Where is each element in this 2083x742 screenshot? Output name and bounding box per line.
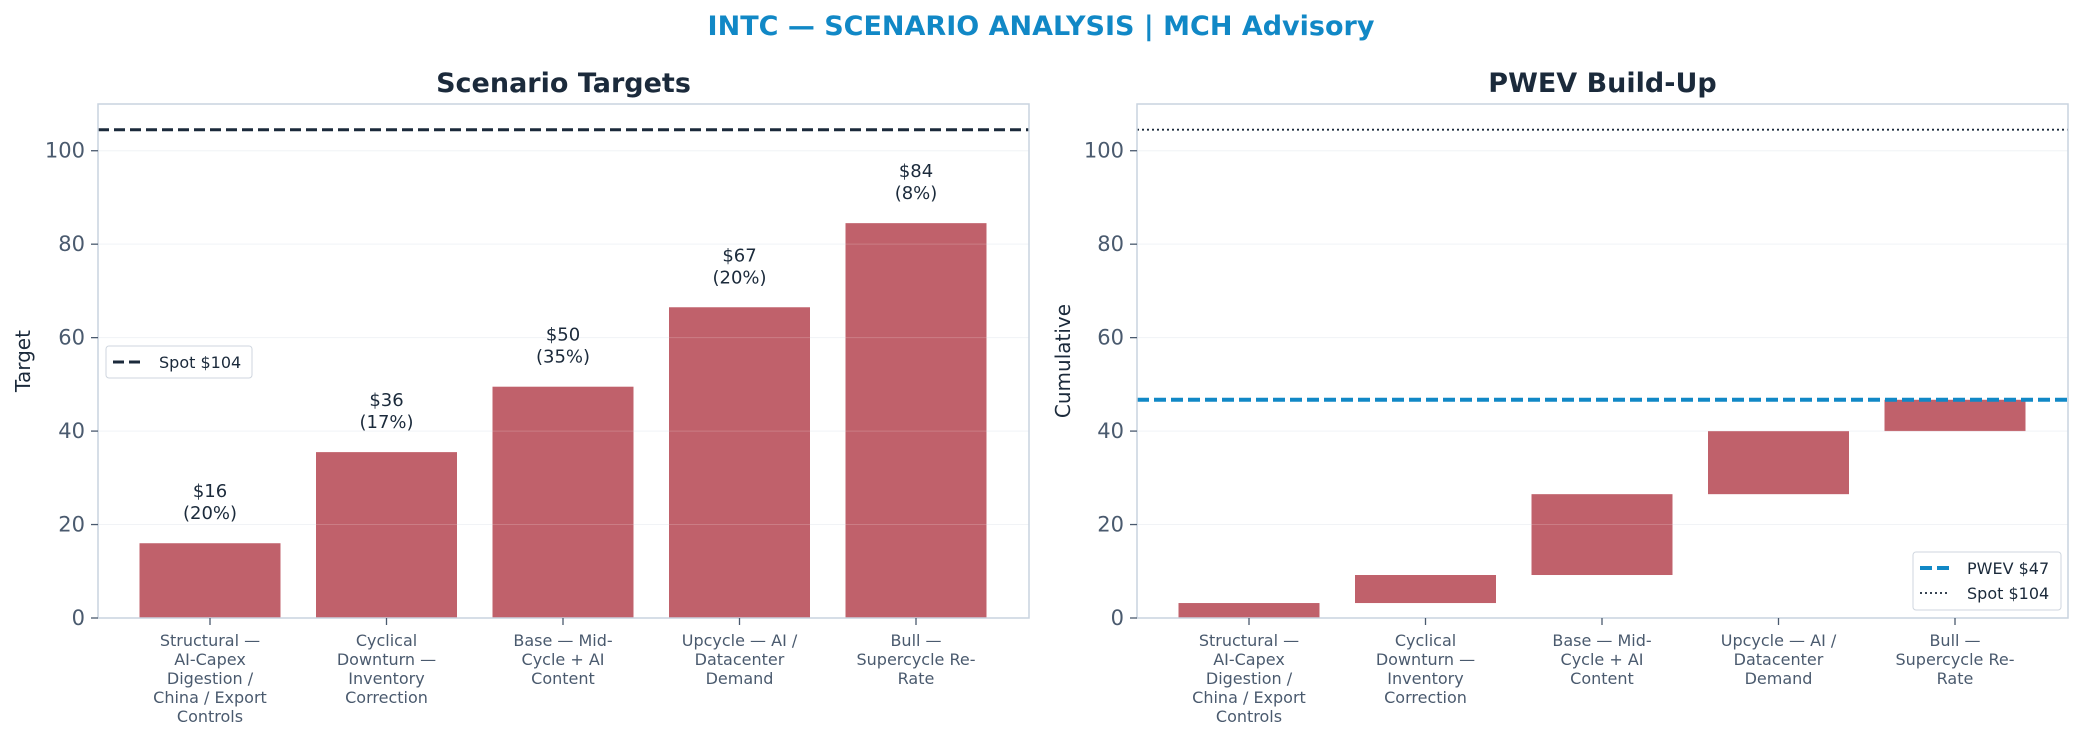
x-tick-label: Inventory <box>348 669 424 688</box>
bar-value-label: $50 <box>546 325 580 346</box>
legend-entry-spot: Spot $104 <box>1967 584 2049 603</box>
bar <box>492 386 634 618</box>
y-tick-label: 40 <box>1097 419 1124 443</box>
bar <box>1884 399 2026 432</box>
panel-title: PWEV Build-Up <box>1488 68 1716 99</box>
x-tick-label: Controls <box>177 707 243 726</box>
bar <box>669 307 810 618</box>
x-tick-label: Correction <box>345 688 428 707</box>
x-tick-label: Supercycle Re- <box>1896 650 2015 669</box>
y-axis-label: Cumulative <box>1051 304 1075 418</box>
bar-value-label: (8%) <box>895 183 938 204</box>
x-tick-label: China / Export <box>1192 688 1306 707</box>
x-tick-label: Demand <box>706 669 774 688</box>
y-tick-label: 100 <box>45 139 85 163</box>
legend-entry-pwev: PWEV $47 <box>1967 559 2049 578</box>
x-tick-label: Controls <box>1216 707 1282 726</box>
chart-panel-2: 0 20 40 60 80 100 Structural —AI-CapexDigestio… <box>1051 68 2069 726</box>
legend-entry-spot: Spot $104 <box>159 353 241 372</box>
x-tick-label: Demand <box>1745 669 1813 688</box>
y-tick-label: 80 <box>1097 232 1124 256</box>
bar <box>1531 494 1673 576</box>
bar-value-label: $16 <box>193 481 227 502</box>
panel-title: Scenario Targets <box>436 68 691 99</box>
bar-value-label: (20%) <box>183 503 237 524</box>
x-tick-label: Downturn — <box>337 650 436 669</box>
x-tick-label: Datacenter <box>695 650 785 669</box>
x-tick-label: Upcycle — AI / <box>1721 631 1837 650</box>
x-tick-label: Upcycle — AI / <box>682 631 798 650</box>
y-tick-label: 20 <box>1097 513 1124 537</box>
x-tick-label: Base — Mid- <box>513 631 612 650</box>
x-tick-label: Inventory <box>1387 669 1463 688</box>
y-tick-label: 100 <box>1084 139 1124 163</box>
bar <box>1708 431 1849 495</box>
x-tick-label: AI-Capex <box>1213 650 1285 669</box>
x-tick-label: Structural — <box>1199 631 1299 650</box>
x-tick-label: Supercycle Re- <box>857 650 976 669</box>
x-tick-label: Content <box>531 669 595 688</box>
bar-value-label: $36 <box>369 390 403 411</box>
x-tick-label: Rate <box>1937 669 1974 688</box>
bar <box>1355 575 1496 604</box>
bar <box>845 223 987 618</box>
y-tick-label: 60 <box>58 326 85 350</box>
x-tick-label: Cycle + AI <box>522 650 605 669</box>
legend: Spot $104 <box>105 345 253 379</box>
bar <box>139 543 281 618</box>
y-axis-label: Target <box>11 330 35 393</box>
x-tick-label: Digestion / <box>1206 669 1293 688</box>
legend: PWEV $47 Spot $104 <box>1912 551 2062 611</box>
x-tick-label: Cyclical <box>356 631 417 650</box>
x-tick-label: Correction <box>1384 688 1467 707</box>
x-tick-label: Bull — <box>1929 631 1980 650</box>
x-tick-label: China / Export <box>153 688 267 707</box>
x-tick-label: Cycle + AI <box>1561 650 1644 669</box>
figure-title: INTC — SCENARIO ANALYSIS | MCH Advisory <box>708 11 1375 42</box>
x-tick-label: Digestion / <box>167 669 254 688</box>
bar <box>1178 603 1320 618</box>
bar-value-label: (20%) <box>712 267 766 288</box>
bar <box>316 452 457 618</box>
y-tick-label: 40 <box>58 419 85 443</box>
x-tick-label: Structural — <box>160 631 260 650</box>
y-tick-label: 0 <box>1111 606 1124 630</box>
x-tick-label: Downturn — <box>1376 650 1475 669</box>
x-tick-label: Content <box>1570 669 1634 688</box>
bar-value-label: $84 <box>899 161 933 182</box>
chart-panel-1: $16(20%)$36(17%)$50(35%)$67(20%)$84(8%)0… <box>11 68 1030 726</box>
x-tick-label: Rate <box>898 669 935 688</box>
x-tick-label: AI-Capex <box>174 650 246 669</box>
x-tick-label: Bull — <box>890 631 941 650</box>
x-tick-label: Base — Mid- <box>1552 631 1651 650</box>
y-tick-label: 80 <box>58 232 85 256</box>
x-tick-label: Cyclical <box>1395 631 1456 650</box>
y-tick-label: 20 <box>58 513 85 537</box>
legend-box <box>105 345 253 379</box>
bar-value-label: $67 <box>722 245 756 266</box>
y-tick-label: 0 <box>72 606 85 630</box>
y-tick-label: 60 <box>1097 326 1124 350</box>
x-tick-label: Datacenter <box>1734 650 1824 669</box>
bar-value-label: (17%) <box>359 412 413 433</box>
legend-box <box>1912 551 2062 611</box>
bar-value-label: (35%) <box>536 347 590 368</box>
